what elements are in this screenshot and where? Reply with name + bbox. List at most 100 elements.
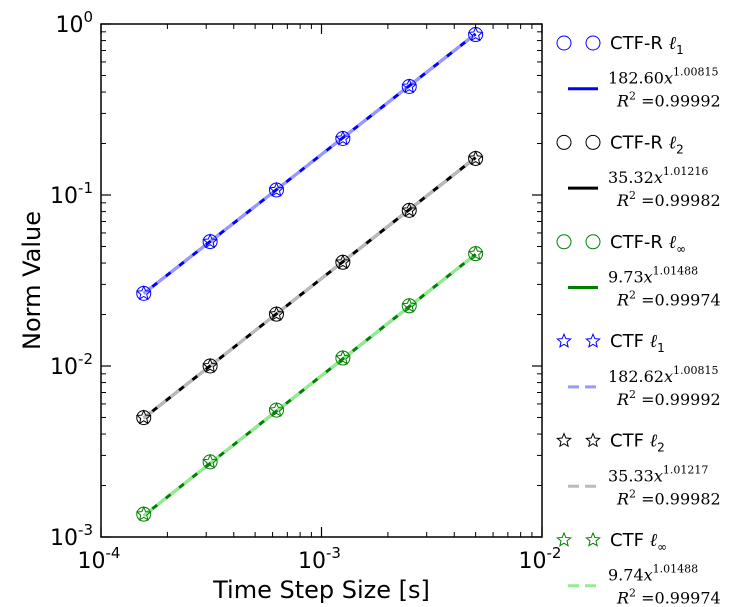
r2-power: 2 bbox=[629, 189, 636, 202]
star-point-s4-2 bbox=[202, 233, 219, 249]
fit-exponent: 1.01217 bbox=[663, 463, 709, 476]
star-point-s6-3 bbox=[268, 401, 285, 417]
star-point-s4-6 bbox=[467, 26, 484, 42]
legend-label-symbol: ℓ bbox=[650, 530, 658, 551]
star-point-s5-6 bbox=[467, 150, 484, 166]
legend-label-subscript: 2 bbox=[657, 441, 665, 455]
star-point-s4-4 bbox=[334, 130, 351, 146]
star-point-s5-1 bbox=[135, 409, 152, 425]
legend-marker bbox=[556, 332, 572, 348]
r2-value: =0.99982 bbox=[636, 191, 721, 210]
y-tick-label: 10-1 bbox=[50, 179, 93, 209]
legend-label-subscript: 1 bbox=[657, 341, 665, 355]
r2-power: 2 bbox=[629, 388, 636, 401]
star-point-s5-3 bbox=[268, 305, 285, 321]
y-tick-exponent: 0 bbox=[83, 8, 93, 26]
legend-fit-equation: 35.33x1.01217 bbox=[608, 463, 708, 485]
fit-coefficient: 182.60 bbox=[608, 69, 664, 88]
legend-label: CTF ℓ2 bbox=[610, 431, 665, 455]
fit-line-4 bbox=[142, 32, 477, 295]
legend-fit-r2: R2 =0.99992 bbox=[616, 388, 721, 409]
r2-symbol: R bbox=[616, 589, 629, 607]
y-tick-base: 10 bbox=[50, 526, 78, 551]
legend-label-subscript: ∞ bbox=[657, 540, 667, 554]
y-tick-exponent: -2 bbox=[78, 350, 93, 368]
legend-marker bbox=[585, 134, 601, 150]
legend-marker bbox=[585, 531, 601, 547]
r2-value: =0.99982 bbox=[636, 489, 721, 508]
fit-exponent: 1.00815 bbox=[673, 364, 719, 377]
fit-line-5 bbox=[142, 156, 477, 420]
legend-label-subscript: 2 bbox=[676, 142, 684, 156]
legend-entry-9: CTF ℓ2 bbox=[556, 431, 665, 455]
y-axis-label: Norm Value bbox=[18, 211, 46, 350]
r2-value: =0.99974 bbox=[636, 589, 721, 607]
r2-power: 2 bbox=[629, 487, 636, 500]
r2-symbol: R bbox=[616, 489, 629, 508]
fit-variable: x bbox=[664, 69, 673, 88]
legend-fit-r2: R2 =0.99974 bbox=[616, 289, 721, 310]
legend-label-symbol: ℓ bbox=[669, 33, 677, 54]
legend-entry-10: 35.33x1.01217 R2 =0.99982 bbox=[568, 463, 721, 508]
r2-value: =0.99992 bbox=[636, 390, 721, 409]
fit-coefficient: 9.74 bbox=[608, 566, 644, 585]
y-tick-exponent: -1 bbox=[78, 179, 93, 197]
y-tick-label: 100 bbox=[55, 8, 93, 38]
star-point-s5-4 bbox=[334, 254, 351, 270]
legend-label-subscript: 1 bbox=[676, 43, 684, 57]
x-axis-label: Time Step Size [s] bbox=[212, 576, 430, 604]
legend-fit-equation: 35.32x1.01216 bbox=[608, 165, 708, 187]
legend-fit-equation: 9.74x1.01488 bbox=[608, 563, 698, 585]
x-tick-label: 10-2 bbox=[519, 544, 562, 574]
star-point-s6-5 bbox=[401, 297, 418, 313]
legend-entry-6: 9.73x1.01488 R2 =0.99974 bbox=[568, 265, 721, 310]
y-tick-label: 10-2 bbox=[50, 350, 93, 380]
legend-label-text: CTF bbox=[610, 331, 650, 352]
legend-entry-7: CTF ℓ1 bbox=[556, 331, 665, 355]
legend-label: CTF-R ℓ2 bbox=[610, 132, 684, 156]
x-tick-base: 10 bbox=[78, 549, 106, 574]
legend-marker bbox=[585, 234, 601, 250]
legend-label: CTF-R ℓ∞ bbox=[610, 232, 686, 256]
r2-power: 2 bbox=[629, 289, 636, 302]
x-tick-exponent: -2 bbox=[547, 544, 562, 562]
x-tick-label: 10-3 bbox=[298, 544, 341, 574]
legend-label-symbol: ℓ bbox=[669, 132, 677, 153]
legend-label-text: CTF bbox=[610, 431, 650, 452]
legend-label-text: CTF-R bbox=[610, 232, 669, 253]
y-tick-base: 10 bbox=[50, 355, 78, 380]
legend-marker bbox=[556, 134, 572, 150]
y-tick-label: 10-3 bbox=[50, 521, 93, 551]
fit-coefficient: 35.32 bbox=[608, 168, 654, 187]
fit-line-6 bbox=[142, 253, 477, 517]
legend-label-text: CTF-R bbox=[610, 132, 669, 153]
star-point-s6-1 bbox=[135, 505, 152, 521]
x-tick-exponent: -3 bbox=[326, 544, 341, 562]
legend-label: CTF-R ℓ1 bbox=[610, 33, 684, 57]
legend-fit-equation: 182.62x1.00815 bbox=[608, 364, 719, 386]
fit-coefficient: 9.73 bbox=[608, 268, 644, 287]
fit-variable: x bbox=[644, 268, 653, 287]
legend-marker bbox=[585, 35, 601, 51]
r2-symbol: R bbox=[616, 92, 629, 111]
star-point-s4-1 bbox=[135, 285, 152, 301]
legend-label-symbol: ℓ bbox=[650, 431, 658, 452]
legend-entry-1: CTF-R ℓ1 bbox=[556, 33, 684, 57]
legend-entry-5: CTF-R ℓ∞ bbox=[556, 232, 686, 256]
legend-label-subscript: ∞ bbox=[676, 242, 686, 256]
legend-marker bbox=[585, 332, 601, 348]
legend-label-text: CTF bbox=[610, 530, 650, 551]
plot-area bbox=[135, 26, 484, 522]
legend-entry-11: CTF ℓ∞ bbox=[556, 530, 667, 554]
star-point-s5-5 bbox=[401, 202, 418, 218]
y-tick-base: 10 bbox=[55, 13, 83, 38]
fit-exponent: 1.01488 bbox=[653, 265, 699, 278]
y-tick-base: 10 bbox=[50, 184, 78, 209]
legend-marker bbox=[556, 35, 572, 51]
x-tick-label: 10-4 bbox=[78, 544, 121, 574]
